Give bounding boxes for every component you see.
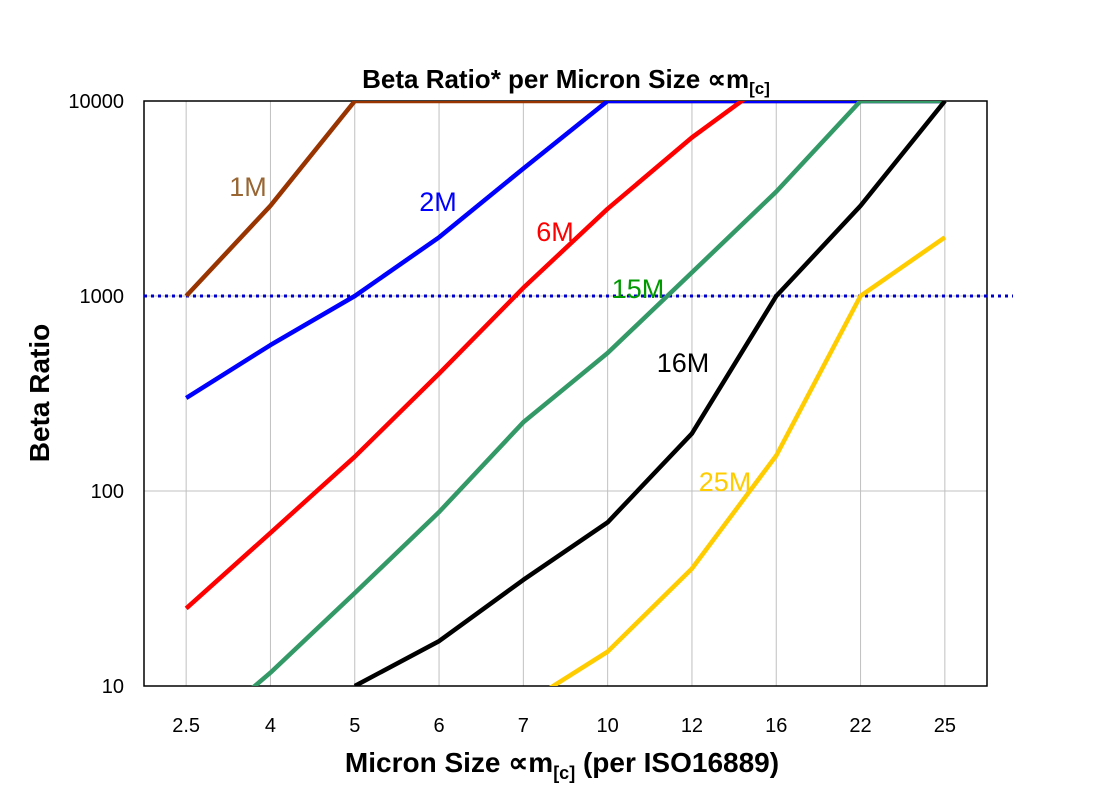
x-tick-label: 6 [433,715,444,737]
x-axis-label: Micron Size ∝m[c] (per ISO16889) [345,747,779,783]
x-tick-label: 10 [597,715,619,737]
series-line-15M [251,101,945,686]
series-line-6M [184,101,746,611]
series-label-2M: 2M [419,187,457,217]
series-label-16M: 16M [657,348,710,378]
x-tick-label: 22 [849,715,871,737]
x-tick-labels: 2.5 4 5 6 7 10 12 16 22 25 [172,715,956,737]
y-tick-label: 10000 [68,91,124,113]
series-label-1M: 1M [229,172,267,202]
x-tick-label: 4 [265,715,276,737]
series-line-1M [184,101,945,298]
x-tick-label: 2.5 [172,715,200,737]
x-tick-label: 16 [765,715,787,737]
y-tick-label: 1000 [80,286,125,308]
series-line-25M [549,235,947,686]
y-axis-label: Beta Ratio [24,324,55,462]
x-tick-label: 12 [681,715,703,737]
x-tick-label: 25 [934,715,956,737]
x-tick-label: 7 [518,715,529,737]
x-tick-label: 5 [349,715,360,737]
series-line-16M [353,101,947,686]
series-labels: 1M 2M 6M 15M 16M 25M [229,172,751,497]
series-label-25M: 25M [699,467,752,497]
y-tick-label: 10 [102,676,124,698]
series-label-15M: 15M [612,274,665,304]
series-label-6M: 6M [536,217,574,247]
y-tick-labels: 10 100 1000 10000 [68,91,124,698]
y-tick-label: 100 [91,481,124,503]
chart-title: Beta Ratio* per Micron Size ∝m[c] [362,64,770,98]
series-lines [184,101,947,686]
series-line-2M [185,101,945,400]
